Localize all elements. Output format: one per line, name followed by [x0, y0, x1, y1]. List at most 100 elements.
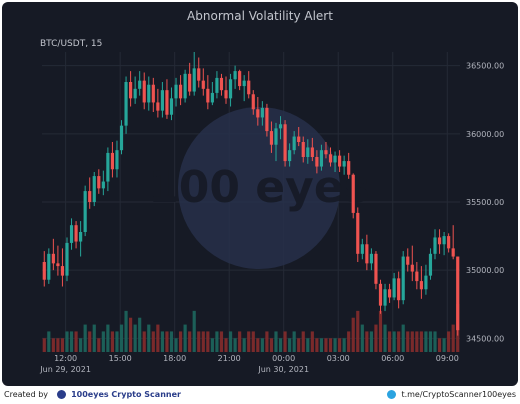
volume-bar — [333, 338, 337, 352]
volume-bar — [79, 338, 83, 352]
volume-bar — [183, 324, 187, 352]
volume-bar — [51, 338, 55, 352]
candle-body — [228, 79, 233, 99]
volume-bar — [260, 338, 264, 352]
volume-bar — [201, 331, 205, 352]
candlestick-chart: 100 eyes 34500.00 35000.00 35500.00 36000.0… — [39, 9, 504, 374]
watermark-logo: 100 eyes — [148, 107, 370, 269]
candle-body — [387, 289, 392, 298]
volume-bar — [169, 331, 174, 352]
brand-link[interactable]: 100eyes Crypto Scanner — [71, 390, 181, 399]
candle-body — [437, 237, 442, 245]
volume-bar — [315, 338, 319, 352]
volume-bar — [365, 331, 369, 352]
candle-body — [206, 88, 210, 103]
candle-body — [347, 161, 351, 175]
candle-body — [201, 80, 205, 89]
volume-bars — [42, 304, 460, 352]
volume-bar — [219, 331, 224, 352]
candle-body — [188, 73, 192, 92]
volume-bar — [69, 331, 74, 352]
candle-body — [138, 80, 142, 89]
volume-bar — [328, 338, 333, 352]
x-tick-label: 06:00 — [381, 354, 404, 363]
candle-body — [315, 157, 319, 167]
volume-bar — [374, 324, 378, 352]
candle-body — [197, 68, 201, 81]
volume-bar — [338, 338, 342, 352]
candle-body — [306, 147, 310, 157]
candle-body — [342, 161, 346, 167]
candle-body — [174, 84, 178, 99]
volume-bar — [265, 331, 269, 352]
date-label: Jun 29, 2021 — [39, 365, 91, 374]
candle-body — [69, 225, 74, 243]
volume-bar — [147, 324, 151, 352]
volume-bar — [83, 324, 87, 352]
candle-body — [101, 181, 105, 189]
volume-bar — [242, 338, 246, 352]
volume-bar — [97, 338, 101, 352]
x-tick-label: 09:00 — [436, 354, 459, 363]
candle-body — [333, 155, 337, 163]
volume-bar — [119, 324, 124, 352]
telegram-link[interactable]: t.me/CryptoScanner100eyes — [401, 390, 516, 399]
volume-bar — [42, 338, 46, 352]
grid-lines — [42, 52, 460, 352]
volume-bar — [447, 331, 451, 352]
volume-bar — [74, 331, 78, 352]
volume-bar — [142, 331, 146, 352]
volume-bar — [274, 331, 278, 352]
volume-bar — [160, 331, 164, 352]
candle-body — [242, 80, 246, 87]
candle-body — [169, 98, 174, 115]
candle-body — [392, 278, 396, 298]
candle-body — [401, 256, 405, 301]
volume-bar — [129, 317, 133, 352]
volume-bar — [378, 310, 383, 352]
candle-body — [433, 237, 437, 254]
candle-body — [415, 271, 419, 282]
candle-body — [419, 281, 423, 290]
candle-body — [233, 71, 237, 80]
volume-bar — [206, 331, 210, 352]
volume-bar — [65, 331, 69, 352]
candle-body — [365, 244, 369, 264]
volume-bar — [451, 324, 455, 352]
candle-body — [383, 289, 387, 306]
volume-bar — [238, 331, 242, 352]
volume-bar — [192, 310, 196, 352]
candle-body — [328, 154, 333, 163]
candle-body — [338, 155, 342, 167]
candle-body — [183, 73, 187, 99]
volume-bar — [415, 331, 419, 352]
x-tick-label: 18:00 — [163, 354, 186, 363]
volume-bar — [324, 338, 328, 352]
volume-bar — [151, 331, 155, 352]
volume-bar — [256, 338, 260, 352]
candle-body — [451, 248, 455, 257]
date-label: Jun 30, 2021 — [257, 365, 309, 374]
candle-body — [210, 92, 214, 103]
candle-body — [356, 212, 360, 254]
brand-logo-icon — [56, 390, 66, 399]
candle-body — [256, 109, 260, 118]
volume-bar — [387, 331, 392, 352]
chart-panel: 100 eyes 34500.00 35000.00 35500.00 36000.0… — [2, 2, 518, 386]
candle-body — [319, 150, 324, 167]
candle-body — [110, 152, 115, 170]
y-tick-label: 35500.00 — [466, 198, 504, 207]
candle-body — [160, 90, 164, 111]
candle-body — [247, 80, 251, 95]
watermark-text: 100 eyes — [148, 162, 370, 213]
candle-body — [397, 278, 401, 301]
volume-bar — [342, 338, 346, 352]
volume-bar — [251, 331, 255, 352]
candle-body — [374, 253, 378, 284]
x-tick-label: 00:00 — [272, 354, 295, 363]
candle-body — [260, 107, 264, 118]
volume-bar — [347, 331, 351, 352]
volume-bar — [47, 331, 51, 352]
candle-body — [178, 84, 183, 99]
volume-bar — [419, 331, 423, 352]
